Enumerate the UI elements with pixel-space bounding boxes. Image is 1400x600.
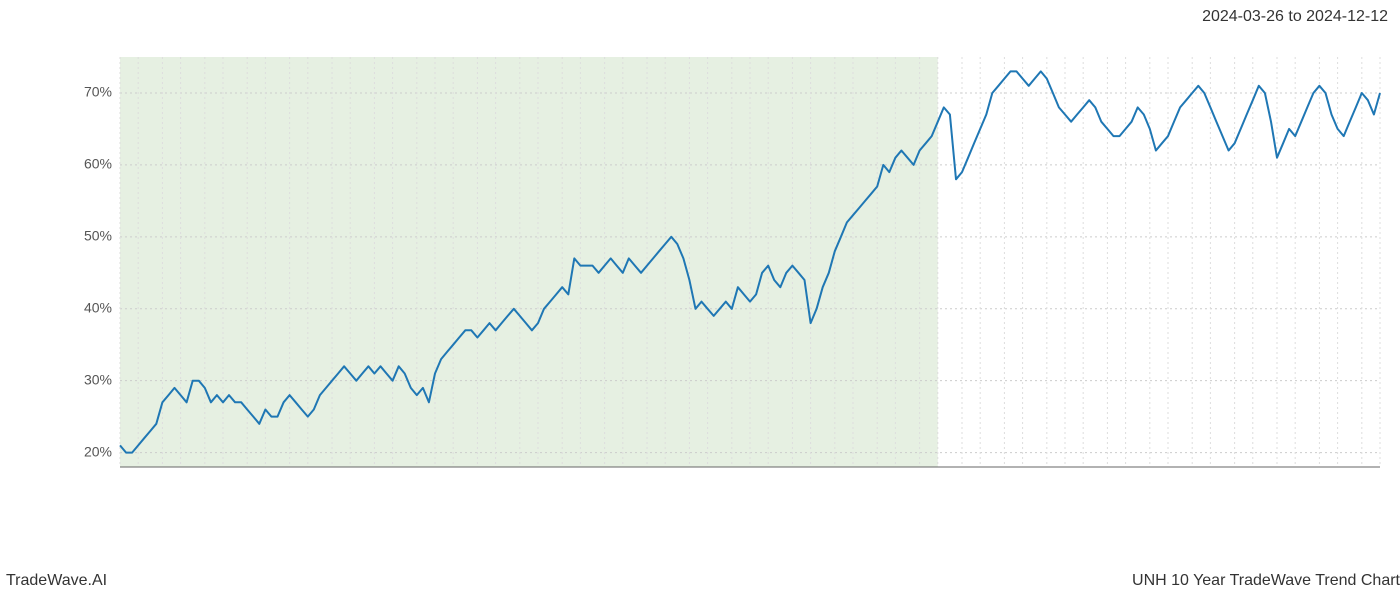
footer-brand: TradeWave.AI	[6, 572, 107, 590]
y-tick-label: 50%	[84, 228, 112, 244]
y-tick-label: 70%	[84, 84, 112, 100]
chart-svg: 20%30%40%50%60%70%03-2604-0104-0704-1304…	[70, 52, 1390, 472]
y-tick-label: 20%	[84, 443, 112, 459]
footer-title: UNH 10 Year TradeWave Trend Chart	[1132, 572, 1400, 590]
trend-chart: 20%30%40%50%60%70%03-2604-0104-0704-1304…	[70, 52, 1390, 472]
y-tick-label: 30%	[84, 371, 112, 387]
date-range-label: 2024-03-26 to 2024-12-12	[1202, 8, 1388, 26]
y-tick-label: 60%	[84, 156, 112, 172]
y-tick-label: 40%	[84, 299, 112, 315]
